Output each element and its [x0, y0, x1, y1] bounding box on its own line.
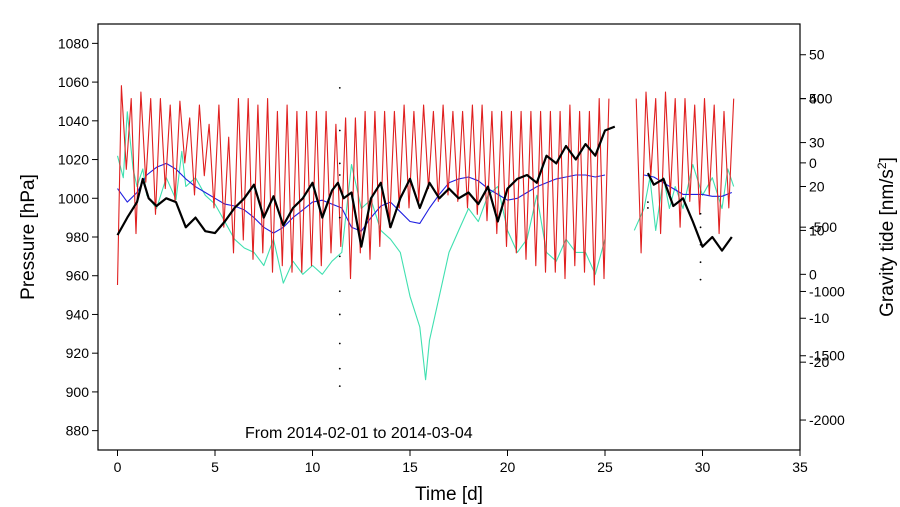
outlier-point-2-4	[699, 278, 702, 281]
outlier-point-1-0	[647, 207, 649, 209]
series-pressure-black	[116, 125, 616, 248]
y-tick-label-right-upper-20: 20	[809, 178, 825, 194]
tick-layer	[92, 42, 806, 456]
outlier-point-0-2	[338, 162, 341, 165]
y-axis-title-right: Gravity tide [nm/s2]	[875, 157, 898, 317]
x-tick-label-5: 5	[211, 459, 219, 475]
outlier-point-0-10	[338, 385, 341, 387]
series-pressure-black-segment-2	[646, 172, 733, 252]
x-tick-label-20: 20	[500, 459, 516, 475]
outlier-point-0-5	[338, 255, 341, 258]
y-tick-label-left-900: 900	[66, 384, 90, 400]
y-tick-label-left-1000: 1000	[58, 190, 89, 206]
y-tick-label-left-960: 960	[66, 268, 90, 284]
y-tick-label-right-upper-0: 0	[809, 266, 817, 282]
outlier-point-0-1	[338, 129, 341, 132]
outlier-point-2-3	[699, 261, 702, 264]
outlier-point-0-4	[338, 216, 341, 219]
y-tick-label-left-940: 940	[66, 306, 90, 322]
y-tick-label-right-upper--20: -20	[809, 354, 829, 370]
x-tick-label-15: 15	[402, 459, 418, 475]
y-tick-label-left-880: 880	[66, 423, 90, 439]
outlier-point-0-7	[338, 313, 341, 316]
y-tick-label-right-upper-10: 10	[809, 222, 825, 238]
x-tick-label-35: 35	[792, 459, 808, 475]
y-axis-title-right-sup: 2	[875, 162, 889, 169]
y-tick-label-right-lower--1500: -1500	[809, 348, 845, 364]
outlier-point-0-9	[338, 367, 341, 370]
y-tick-label-right-upper-40: 40	[809, 91, 825, 107]
y-tick-label-right-upper--10: -10	[809, 310, 829, 326]
y-tick-label-left-1020: 1020	[58, 152, 89, 168]
x-axis-title: Time [d]	[415, 484, 483, 505]
y-tick-label-left-1080: 1080	[58, 35, 89, 51]
y-tick-label-left-980: 980	[66, 229, 90, 245]
y-tick-label-right-lower--1000: -1000	[809, 283, 845, 299]
series-layer	[116, 85, 735, 387]
x-tick-label-25: 25	[597, 459, 613, 475]
y-tick-label-left-1040: 1040	[58, 113, 89, 129]
y-axis-title-left: Pressure [hPa]	[18, 174, 39, 300]
x-tick-label-0: 0	[114, 459, 122, 475]
x-tick-label-30: 30	[695, 459, 711, 475]
annotation-text: From 2014-02-01 to 2014-03-04	[245, 425, 473, 442]
outlier-point-0-6	[338, 290, 341, 293]
y-axis-title-right-base: Gravity tide [nm/s	[877, 169, 898, 317]
series-gravity-tide-red-segment-2	[635, 91, 735, 254]
outlier-point-0-3	[338, 174, 341, 176]
y-tick-label-right-upper-50: 50	[809, 47, 825, 63]
outlier-point-2-2	[699, 243, 702, 246]
x-tick-label-10: 10	[305, 459, 321, 475]
y-axis-title-right-end: ]	[877, 157, 898, 162]
outlier-point-0-0	[338, 87, 341, 89]
y-tick-label-right-lower-0: 0	[809, 155, 817, 171]
tick-label-layer: 0 5 10 15 20 25 30 3588090092094096098010001020…	[58, 35, 845, 475]
y-tick-label-left-1060: 1060	[58, 74, 89, 90]
y-tick-label-right-upper-30: 30	[809, 135, 825, 151]
outlier-point-2-0	[699, 212, 702, 215]
outlier-point-0-8	[338, 342, 341, 345]
y-tick-label-right-lower--500: -500	[809, 219, 837, 235]
outlier-point-1-1	[647, 201, 649, 204]
y-tick-label-left-920: 920	[66, 345, 90, 361]
y-tick-label-right-lower--2000: -2000	[809, 412, 845, 428]
plot-frame	[97, 23, 801, 451]
series-gravity-tide-red	[116, 85, 610, 286]
y-tick-label-right-lower-500: 500	[809, 91, 833, 107]
outlier-point-2-1	[699, 226, 702, 229]
